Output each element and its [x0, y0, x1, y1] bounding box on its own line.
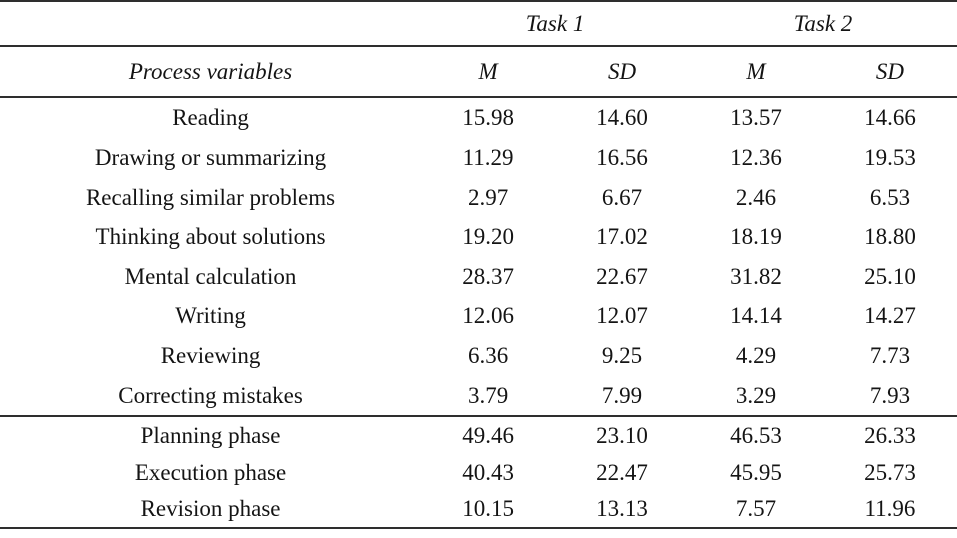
- value-cell: 18.19: [730, 224, 782, 250]
- value-cell: 22.47: [596, 459, 648, 485]
- phases-section: Planning phase 49.46 23.10 46.53 26.33 Execut…: [0, 417, 957, 529]
- value-cell: 26.33: [864, 422, 916, 448]
- value-cell: 16.56: [596, 144, 648, 170]
- row-label: Execution phase: [134, 459, 287, 485]
- value-cell: 7.99: [601, 382, 643, 408]
- table-row: Thinking about solutions 19.20 17.02 18.19 1…: [0, 217, 957, 257]
- value-cell: 12.36: [730, 144, 782, 170]
- table-row: Reviewing 6.36 9.25 4.29 7.73: [0, 336, 957, 376]
- table-row: Mental calculation 28.37 22.67 31.82 25.10: [0, 257, 957, 297]
- value-cell: 14.60: [596, 105, 648, 131]
- table-row: Reading 15.98 14.60 13.57 14.66: [0, 98, 957, 138]
- value-cell: 2.97: [467, 184, 509, 210]
- column-header-m-task2: M: [746, 59, 766, 84]
- value-cell: 7.57: [735, 496, 777, 522]
- value-cell: 15.98: [462, 105, 514, 131]
- value-cell: 18.80: [864, 224, 916, 250]
- row-label: Recalling similar problems: [85, 184, 336, 210]
- value-cell: 12.07: [596, 303, 648, 329]
- row-label: Writing: [175, 303, 246, 329]
- value-cell: 22.67: [596, 263, 648, 289]
- value-cell: 17.02: [596, 224, 648, 250]
- row-label: Planning phase: [140, 422, 281, 448]
- value-cell: 7.93: [869, 382, 911, 408]
- value-cell: 31.82: [730, 263, 782, 289]
- row-label: Thinking about solutions: [95, 224, 326, 250]
- value-cell: 45.95: [730, 459, 782, 485]
- row-label: Revision phase: [140, 496, 281, 522]
- value-cell: 4.29: [735, 343, 777, 369]
- process-variables-section: Reading 15.98 14.60 13.57 14.66 Drawing or su…: [0, 98, 957, 417]
- group-header-row: Task 1 Task 2: [0, 2, 957, 47]
- value-cell: 6.67: [601, 184, 643, 210]
- value-cell: 3.29: [735, 382, 777, 408]
- value-cell: 13.57: [730, 105, 782, 131]
- value-cell: 28.37: [462, 263, 514, 289]
- column-header-sd-task2: SD: [875, 59, 905, 84]
- value-cell: 25.10: [864, 263, 916, 289]
- value-cell: 49.46: [462, 422, 514, 448]
- table-row: Writing 12.06 12.07 14.14 14.27: [0, 296, 957, 336]
- table-row: Revision phase 10.15 13.13 7.57 11.96: [0, 490, 957, 527]
- value-cell: 11.96: [864, 496, 916, 522]
- value-cell: 19.53: [864, 144, 916, 170]
- value-cell: 10.15: [462, 496, 514, 522]
- value-cell: 19.20: [462, 224, 514, 250]
- value-cell: 3.79: [467, 382, 509, 408]
- table-row: Recalling similar problems 2.97 6.67 2.46 6.…: [0, 177, 957, 217]
- row-label: Drawing or summarizing: [94, 144, 327, 170]
- column-header-sd-task1: SD: [607, 59, 637, 84]
- group-header-task2: Task 2: [793, 11, 853, 36]
- value-cell: 14.14: [730, 303, 782, 329]
- column-header-m-task1: M: [478, 59, 498, 84]
- value-cell: 12.06: [462, 303, 514, 329]
- value-cell: 14.66: [864, 105, 916, 131]
- value-cell: 46.53: [730, 422, 782, 448]
- table-row: Planning phase 49.46 23.10 46.53 26.33: [0, 417, 957, 454]
- group-header-task1: Task 1: [525, 11, 585, 36]
- value-cell: 14.27: [864, 303, 916, 329]
- value-cell: 25.73: [864, 459, 916, 485]
- value-cell: 6.53: [869, 184, 911, 210]
- value-cell: 2.46: [735, 184, 777, 210]
- value-cell: 9.25: [601, 343, 643, 369]
- value-cell: 40.43: [462, 459, 514, 485]
- column-header-process-variables: Process variables: [128, 59, 293, 84]
- row-label: Reading: [172, 105, 249, 131]
- value-cell: 23.10: [596, 422, 648, 448]
- value-cell: 13.13: [596, 496, 648, 522]
- row-label: Mental calculation: [124, 263, 297, 289]
- value-cell: 11.29: [462, 144, 514, 170]
- row-label: Reviewing: [160, 343, 261, 369]
- table-row: Correcting mistakes 3.79 7.99 3.29 7.93: [0, 375, 957, 415]
- value-cell: 6.36: [467, 343, 509, 369]
- bottom-margin: [0, 529, 957, 538]
- table-row: Drawing or summarizing 11.29 16.56 12.36 19.…: [0, 138, 957, 178]
- column-header-row: Process variables M SD M SD: [0, 47, 957, 98]
- value-cell: 7.73: [869, 343, 911, 369]
- row-label: Correcting mistakes: [118, 382, 303, 408]
- table-row: Execution phase 40.43 22.47 45.95 25.73: [0, 454, 957, 491]
- group-header-spacer: [0, 2, 421, 45]
